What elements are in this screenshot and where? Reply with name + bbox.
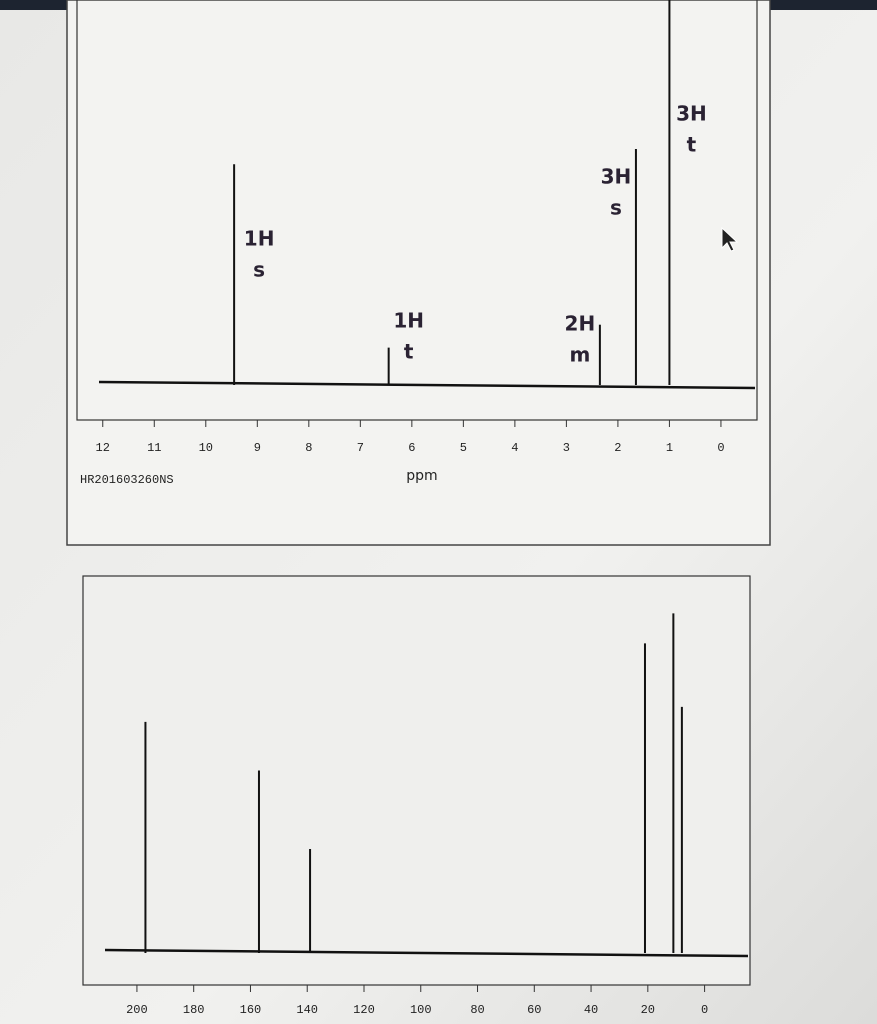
integral-label: 1H bbox=[393, 309, 424, 333]
x-tick-label: 2 bbox=[614, 441, 621, 455]
x-tick-label: 1 bbox=[666, 441, 673, 455]
x-tick-label: 10 bbox=[199, 441, 213, 455]
x-tick-label: 3 bbox=[563, 441, 570, 455]
page-frame bbox=[66, 0, 771, 546]
x-tick-label: 5 bbox=[460, 441, 467, 455]
baseline bbox=[98, 380, 756, 390]
x-tick-label: 6 bbox=[408, 441, 415, 455]
x-tick-label: 8 bbox=[305, 441, 312, 455]
plot-frame bbox=[82, 575, 751, 986]
x-tick-label: 0 bbox=[717, 441, 724, 455]
integral-label: 3H bbox=[601, 165, 632, 189]
integral-label: 3H bbox=[676, 102, 707, 126]
x-tick-label: 20 bbox=[641, 1003, 655, 1017]
x-tick-label: 140 bbox=[296, 1003, 318, 1017]
x-tick-label: 200 bbox=[126, 1003, 148, 1017]
multiplicity-label: s bbox=[610, 196, 622, 220]
x-tick-label: 11 bbox=[147, 441, 161, 455]
integral-label: 1H bbox=[244, 227, 275, 251]
x-tick-label: 0 bbox=[701, 1003, 708, 1017]
multiplicity-label: s bbox=[253, 258, 265, 282]
x-tick-label: 60 bbox=[527, 1003, 541, 1017]
multiplicity-label: t bbox=[687, 133, 697, 157]
x-tick-label: 160 bbox=[240, 1003, 262, 1017]
baseline bbox=[104, 948, 749, 958]
plot-frame bbox=[76, 0, 758, 421]
x-tick-label: 4 bbox=[511, 441, 518, 455]
x-tick-label: 12 bbox=[96, 441, 110, 455]
x-tick-label: 7 bbox=[357, 441, 364, 455]
x-tick-label: 100 bbox=[410, 1003, 432, 1017]
x-tick-label: 40 bbox=[584, 1003, 598, 1017]
x-tick-label: 180 bbox=[183, 1003, 205, 1017]
multiplicity-label: t bbox=[404, 340, 414, 364]
x-tick-label: 9 bbox=[254, 441, 261, 455]
x-tick-label: 120 bbox=[353, 1003, 375, 1017]
integral-label: 2H bbox=[565, 312, 596, 336]
x-axis-label: ppm bbox=[406, 468, 437, 484]
multiplicity-label: m bbox=[569, 343, 590, 367]
sample-id: HR201603260NS bbox=[80, 473, 174, 487]
x-tick-label: 80 bbox=[470, 1003, 484, 1017]
mouse-cursor bbox=[721, 226, 739, 252]
